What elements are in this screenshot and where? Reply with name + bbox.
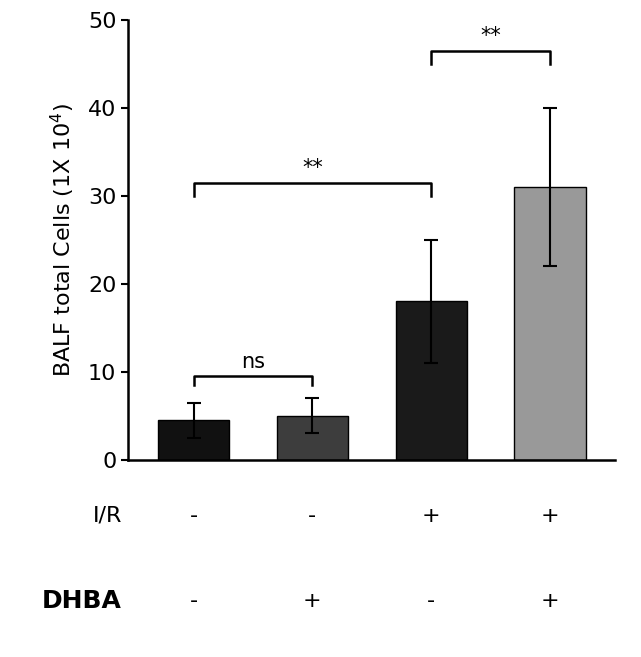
Text: -: -	[190, 506, 197, 526]
Y-axis label: BALF total Cells (1X 10$^4$): BALF total Cells (1X 10$^4$)	[49, 103, 77, 376]
Text: +: +	[541, 506, 560, 526]
Text: I/R: I/R	[92, 506, 122, 526]
Bar	[514, 187, 586, 460]
Bar	[277, 416, 348, 460]
Bar	[395, 302, 467, 460]
Text: ns: ns	[241, 352, 265, 372]
Text: -: -	[427, 591, 435, 611]
Text: **: **	[302, 158, 323, 178]
Text: +: +	[303, 591, 322, 611]
Text: +: +	[541, 591, 560, 611]
Text: -: -	[308, 506, 317, 526]
Text: **: **	[480, 26, 501, 46]
Text: +: +	[422, 506, 440, 526]
Text: DHBA: DHBA	[42, 589, 122, 613]
Bar	[158, 420, 229, 460]
Text: -: -	[190, 591, 197, 611]
